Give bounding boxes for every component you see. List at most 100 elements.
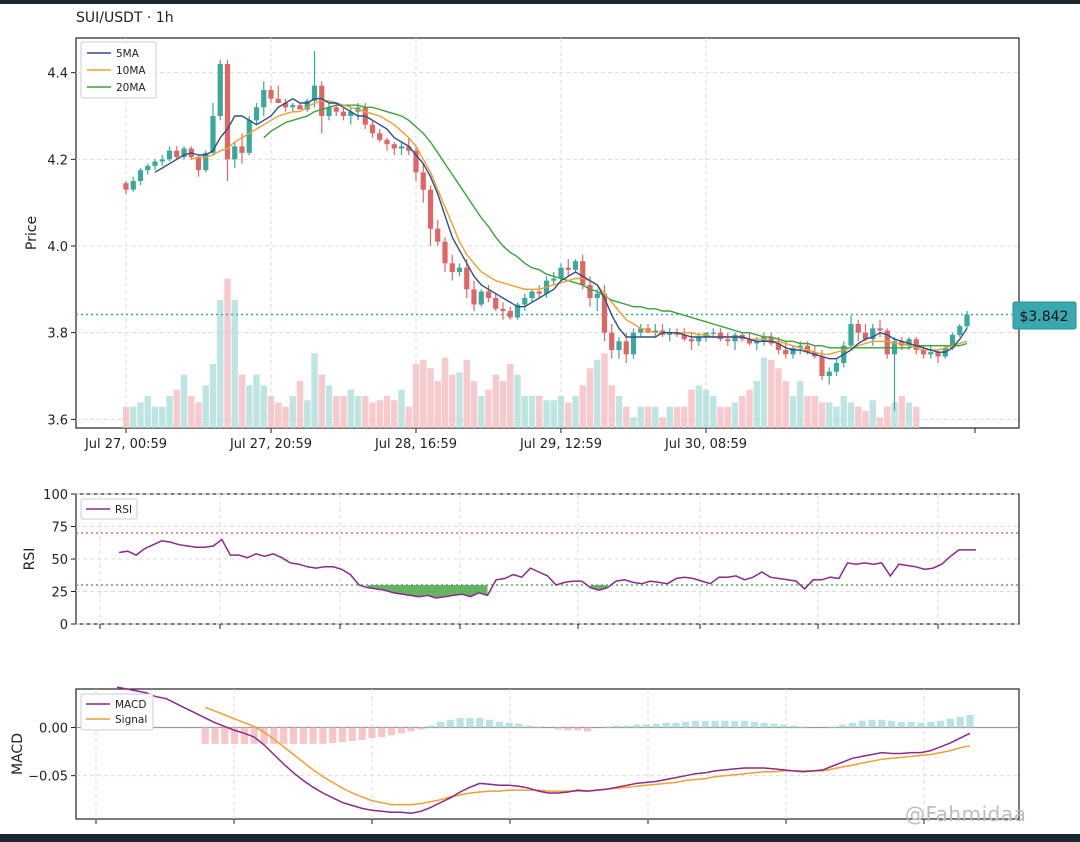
volume-bar — [427, 368, 434, 428]
candle-body — [833, 363, 840, 372]
volume-bar — [623, 406, 630, 428]
macd-axis-label: MACD — [10, 733, 26, 775]
volume-bar — [122, 406, 130, 428]
volume-bar — [898, 396, 905, 428]
volume-bar — [659, 417, 666, 428]
candle-body — [688, 339, 695, 342]
candle-body — [485, 291, 492, 298]
legend-label: MACD — [115, 699, 146, 711]
volume-bar — [753, 381, 760, 428]
volume-bar — [782, 381, 789, 428]
volume-bar — [746, 389, 753, 428]
macd-histogram-bar — [927, 721, 935, 728]
macd-histogram-bar — [378, 727, 386, 738]
candle-body — [478, 291, 484, 305]
candle-body — [551, 278, 557, 281]
volume-bar — [724, 406, 731, 428]
volume-bar — [884, 406, 891, 428]
candle-body — [630, 332, 637, 355]
volume-bar — [847, 402, 855, 428]
candle-body — [348, 111, 354, 116]
macd-histogram-bar — [564, 727, 572, 731]
volume-bar — [456, 372, 463, 428]
macd-histogram-bar — [231, 727, 239, 744]
candle-body — [754, 341, 760, 344]
candle-body — [282, 103, 289, 108]
volume-bar — [267, 396, 275, 428]
ma10-line — [191, 100, 968, 355]
macd-histogram-bar — [613, 725, 621, 728]
candle-body — [797, 345, 803, 348]
macd-histogram-bar — [711, 720, 719, 728]
candle-body — [224, 64, 231, 160]
candle-body — [311, 85, 318, 101]
macd-histogram-bar — [495, 721, 503, 728]
macd-histogram-bar — [672, 722, 680, 728]
candle-body — [536, 291, 542, 294]
candle-body — [935, 352, 941, 357]
volume-bar — [195, 402, 202, 428]
volume-bar — [260, 385, 267, 428]
price-xtick-label: Jul 27, 00:59 — [84, 437, 167, 452]
volume-bar — [231, 300, 238, 428]
macd-histogram-bar — [466, 717, 474, 728]
candle-body — [949, 334, 956, 348]
macd-histogram-bar — [878, 719, 886, 728]
volume-bar — [224, 278, 231, 428]
candle-body — [210, 116, 216, 153]
candle-body — [232, 146, 238, 160]
volume-bar — [891, 402, 898, 428]
macd-histogram-bar — [427, 725, 435, 728]
volume-bar — [180, 374, 188, 428]
volume-bar — [369, 402, 376, 428]
macd-histogram-bar — [505, 722, 513, 728]
macd-histogram-bar — [770, 723, 778, 728]
candle-body — [558, 267, 564, 279]
candle-body — [906, 339, 912, 346]
macd-histogram-bar — [682, 721, 690, 728]
macd-histogram-bar — [907, 721, 915, 728]
price-axis-label: Price — [24, 216, 40, 250]
candle-body — [580, 261, 586, 285]
volume-bar — [130, 406, 137, 428]
rsi-ytick-label: 25 — [51, 586, 68, 601]
volume-bar — [869, 400, 876, 428]
volume-bar — [253, 374, 260, 428]
candle-body — [819, 356, 825, 376]
rsi-ytick-label: 0 — [60, 618, 68, 633]
volume-bar — [572, 396, 579, 428]
candle-body — [870, 328, 876, 340]
volume-bar — [275, 402, 282, 428]
candle-body — [435, 228, 441, 242]
volume-bar — [775, 368, 782, 428]
candle-body — [913, 339, 919, 350]
macd-histogram-bar — [701, 720, 709, 728]
legend-label: 10MA — [116, 65, 146, 77]
volume-bar — [797, 381, 804, 428]
candle-body — [920, 350, 927, 355]
volume-bar — [644, 406, 652, 428]
candle-body — [725, 339, 731, 342]
macd-histogram-bar — [789, 725, 798, 728]
macd-histogram-bar — [515, 723, 523, 728]
candle-body — [333, 107, 339, 112]
volume-bar — [470, 381, 478, 428]
candle-body — [217, 64, 223, 116]
candle-body — [790, 347, 796, 355]
macd-histogram-bar — [407, 727, 415, 732]
candle-body — [862, 332, 869, 340]
price-legend — [80, 41, 157, 99]
macd-histogram-bar — [799, 726, 807, 728]
volume-bar — [695, 385, 702, 428]
candle-body — [855, 324, 861, 333]
macd-histogram-bar — [260, 727, 268, 744]
macd-histogram-bar — [250, 727, 258, 744]
candle-body — [616, 341, 622, 350]
rsi-ytick-label: 75 — [51, 521, 68, 536]
volume-bar — [449, 374, 456, 428]
volume-bar — [166, 396, 173, 428]
macd-histogram-bar — [397, 727, 405, 734]
candle-body — [652, 330, 658, 333]
candle-body — [297, 105, 303, 110]
